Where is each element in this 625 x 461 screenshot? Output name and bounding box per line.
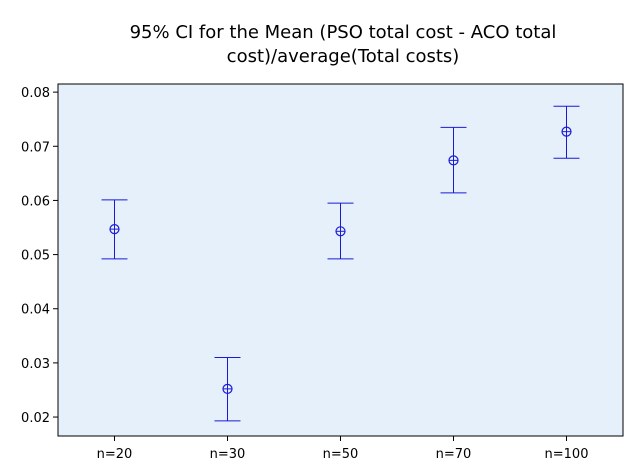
error-bar — [440, 126, 467, 194]
x-tick-label: n=50 — [323, 447, 359, 461]
error-bar — [553, 105, 580, 159]
y-tick-label: 0.05 — [21, 249, 50, 264]
x-tick-label: n=30 — [210, 447, 246, 461]
y-tick-label: 0.03 — [21, 357, 50, 372]
x-tick-label: n=70 — [436, 447, 472, 461]
x-axis: n=20 n=30 n=50 n=70 n=100 — [97, 436, 589, 461]
y-tick-label: 0.02 — [21, 411, 50, 426]
error-bars — [101, 105, 580, 422]
error-bar — [214, 356, 241, 422]
plot-area — [57, 83, 624, 437]
error-bar — [101, 199, 128, 260]
y-tick-label: 0.06 — [21, 194, 50, 209]
y-tick-label: 0.08 — [21, 86, 50, 101]
y-axis: 0.02 0.03 0.04 0.05 0.06 0.07 0.08 — [21, 86, 58, 426]
y-tick-label: 0.07 — [21, 140, 50, 155]
y-tick-label: 0.04 — [21, 303, 50, 318]
x-tick-label: n=100 — [545, 447, 589, 461]
chart-title-line-1: 95% CI for the Mean (PSO total cost - AC… — [130, 22, 557, 43]
chart-title-line-2: cost)/average(Total costs) — [227, 46, 460, 67]
x-tick-label: n=20 — [97, 447, 133, 461]
error-bar — [327, 202, 354, 260]
